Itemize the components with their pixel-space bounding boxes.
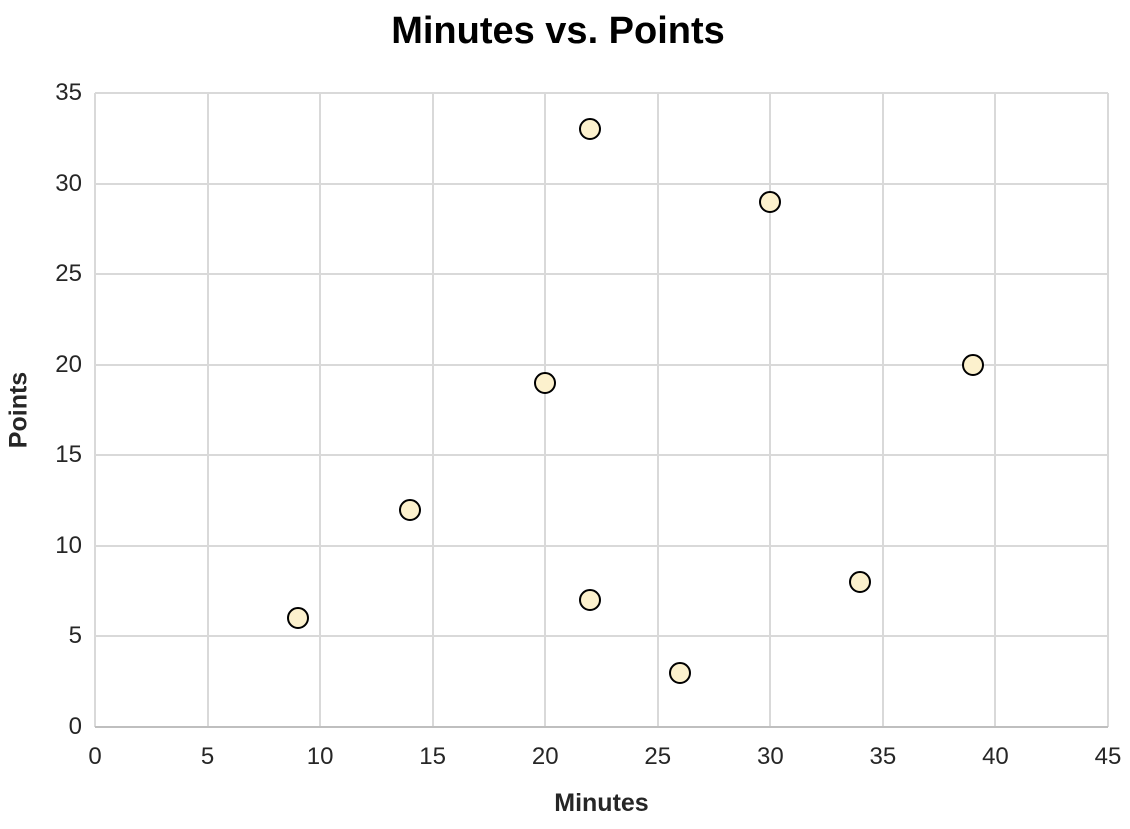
x-tick-label: 10 — [306, 743, 334, 770]
y-tick-label: 5 — [68, 622, 82, 650]
y-tick-label: 20 — [55, 350, 82, 378]
gridline-vertical — [431, 93, 434, 727]
y-tick-label: 35 — [55, 79, 82, 106]
data-point — [961, 353, 984, 376]
x-tick-label: 40 — [982, 743, 1009, 770]
gridline-horizontal — [95, 454, 1108, 457]
x-tick-label: 0 — [88, 743, 102, 770]
gridline-horizontal — [95, 273, 1108, 276]
data-point — [579, 118, 602, 141]
gridline-vertical — [1107, 93, 1109, 727]
x-tick-label: 5 — [200, 743, 215, 770]
x-tick-label: 15 — [419, 743, 446, 770]
y-tick-label: 15 — [55, 441, 82, 469]
data-point — [669, 661, 692, 684]
data-point — [759, 190, 782, 213]
data-point — [399, 498, 422, 521]
gridline-vertical — [994, 93, 997, 727]
gridline-vertical — [544, 93, 547, 727]
gridline-vertical — [319, 93, 322, 727]
x-axis-line — [95, 726, 1108, 728]
chart-title: Minutes vs. Points — [391, 10, 725, 52]
gridline-horizontal — [95, 544, 1108, 547]
gridline-vertical — [881, 93, 884, 727]
x-tick-label: 20 — [531, 743, 559, 770]
y-tick-label: 30 — [55, 169, 82, 197]
gridline-vertical — [769, 93, 772, 727]
gridline-horizontal — [95, 92, 1108, 94]
y-tick-label: 10 — [55, 531, 82, 559]
data-point — [849, 571, 872, 594]
data-point — [579, 589, 602, 612]
x-tick-label: 25 — [644, 743, 672, 770]
gridline-vertical — [206, 93, 209, 727]
gridline-vertical — [94, 93, 96, 727]
data-point — [534, 371, 557, 394]
y-tick-label: 0 — [68, 713, 82, 740]
gridline-horizontal — [95, 635, 1108, 638]
y-tick-label: 25 — [55, 260, 82, 288]
gridline-horizontal — [95, 182, 1108, 185]
gridline-vertical — [656, 93, 659, 727]
gridline-horizontal — [95, 363, 1108, 366]
x-tick-label: 30 — [756, 743, 784, 770]
x-tick-label: 35 — [869, 743, 897, 770]
x-tick-label: 45 — [1094, 743, 1122, 770]
data-point — [286, 607, 309, 630]
x-axis-title: Minutes — [554, 789, 649, 817]
